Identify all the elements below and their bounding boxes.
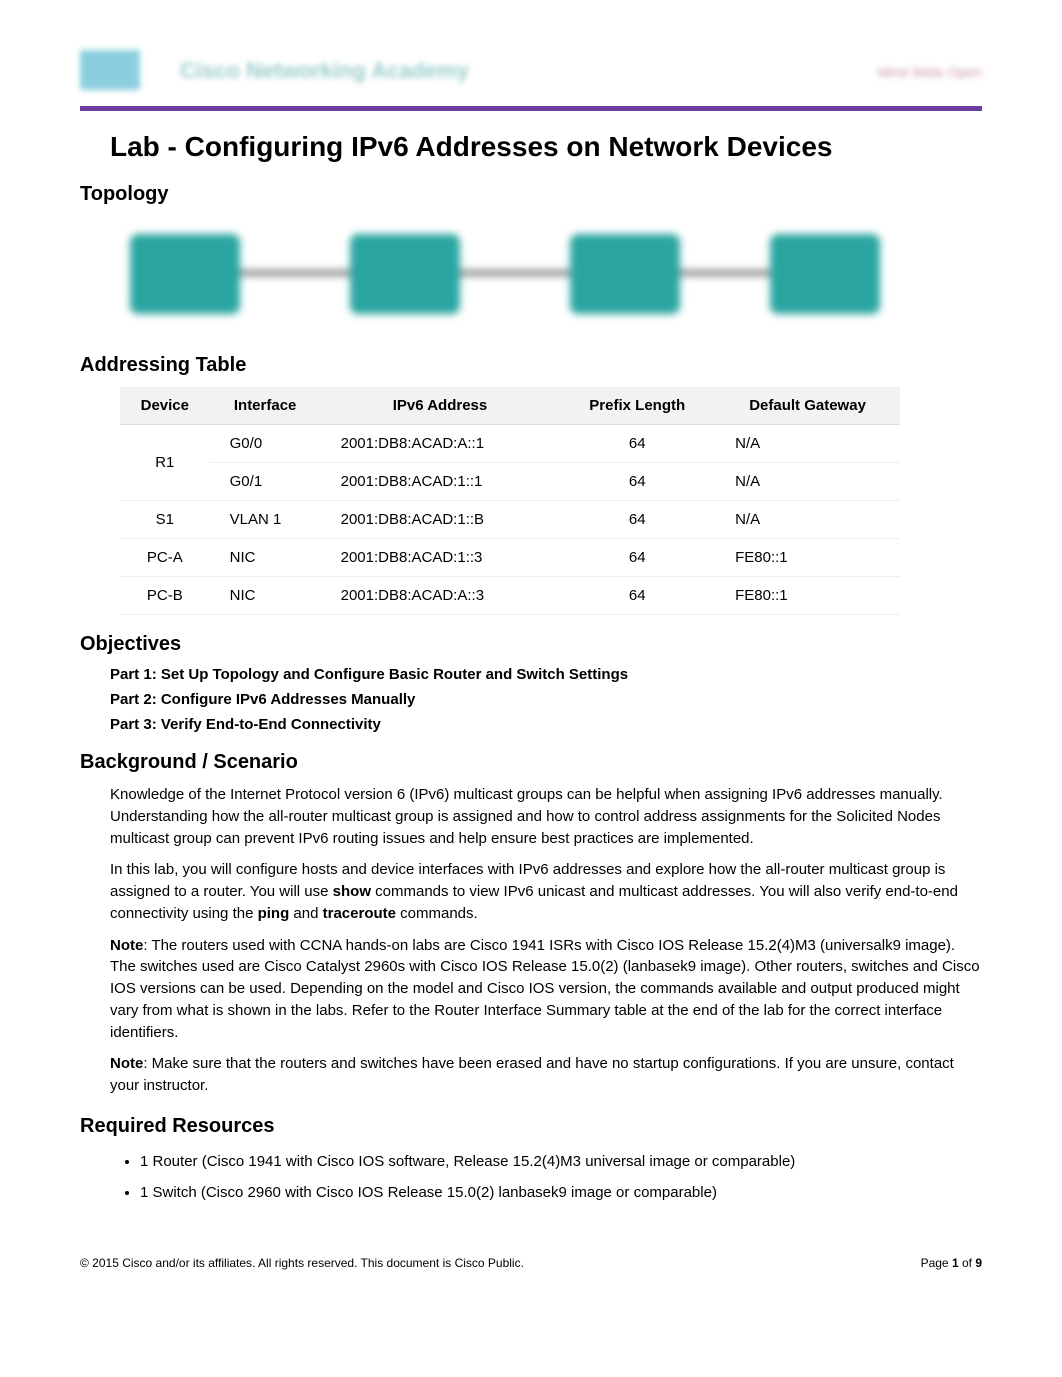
- cell-gw: FE80::1: [715, 539, 900, 577]
- addressing-table: Device Interface IPv6 Address Prefix Len…: [120, 387, 900, 615]
- cell-addr: 2001:DB8:ACAD:1::1: [321, 463, 560, 501]
- footer-page: Page 1 of 9: [921, 1256, 982, 1270]
- note-label: Note: [110, 937, 143, 954]
- resource-item: 1 Switch (Cisco 2960 with Cisco IOS Rele…: [140, 1179, 982, 1206]
- resources-list: 1 Router (Cisco 1941 with Cisco IOS soft…: [140, 1148, 982, 1206]
- footer-page-total: 9: [975, 1256, 982, 1270]
- footer-page-num: 1: [952, 1256, 959, 1270]
- page-footer: © 2015 Cisco and/or its affiliates. All …: [80, 1256, 982, 1270]
- cell-addr: 2001:DB8:ACAD:A::1: [321, 425, 560, 463]
- section-resources: Required Resources: [80, 1115, 982, 1138]
- topo-switch: [570, 234, 680, 314]
- topo-link-1: [240, 270, 350, 276]
- footer-page-b: of: [959, 1256, 976, 1270]
- table-row: PC-B NIC 2001:DB8:ACAD:A::3 64 FE80::1: [120, 577, 900, 615]
- background-p4: Note: Make sure that the routers and swi…: [110, 1053, 982, 1097]
- topo-pc-b: [130, 234, 240, 314]
- table-header-row: Device Interface IPv6 Address Prefix Len…: [120, 387, 900, 425]
- header-bar: Cisco Networking Academy Mind Wide Open: [80, 40, 982, 100]
- cell-prefix: 64: [559, 501, 715, 539]
- table-row: G0/1 2001:DB8:ACAD:1::1 64 N/A: [120, 463, 900, 501]
- cell-addr: 2001:DB8:ACAD:1::3: [321, 539, 560, 577]
- cell-prefix: 64: [559, 425, 715, 463]
- cell-device: PC-B: [120, 577, 210, 615]
- cell-iface: NIC: [210, 539, 321, 577]
- objectives-list: Part 1: Set Up Topology and Configure Ba…: [110, 666, 982, 733]
- cell-addr: 2001:DB8:ACAD:1::B: [321, 501, 560, 539]
- header-divider: [80, 106, 982, 111]
- cell-gw: N/A: [715, 501, 900, 539]
- table-row: PC-A NIC 2001:DB8:ACAD:1::3 64 FE80::1: [120, 539, 900, 577]
- bg-show: show: [333, 883, 371, 900]
- bg-p2-c: and: [289, 905, 322, 922]
- footer-copyright: © 2015 Cisco and/or its affiliates. All …: [80, 1256, 524, 1270]
- col-device: Device: [120, 387, 210, 425]
- cell-device: R1: [120, 425, 210, 501]
- bg-p2-d: commands.: [396, 905, 478, 922]
- col-prefix: Prefix Length: [559, 387, 715, 425]
- section-objectives: Objectives: [80, 633, 982, 656]
- topology-diagram: [120, 216, 880, 336]
- bg-ping: ping: [258, 905, 290, 922]
- note-label: Note: [110, 1055, 143, 1072]
- col-interface: Interface: [210, 387, 321, 425]
- cell-gw: FE80::1: [715, 577, 900, 615]
- cell-prefix: 64: [559, 577, 715, 615]
- header-right-text: Mind Wide Open: [878, 64, 982, 80]
- section-background: Background / Scenario: [80, 751, 982, 774]
- cell-prefix: 64: [559, 539, 715, 577]
- section-topology: Topology: [80, 183, 982, 206]
- objective-item: Part 2: Configure IPv6 Addresses Manuall…: [110, 691, 982, 708]
- col-ipv6: IPv6 Address: [321, 387, 560, 425]
- cell-prefix: 64: [559, 463, 715, 501]
- cell-iface: G0/0: [210, 425, 321, 463]
- cell-gw: N/A: [715, 463, 900, 501]
- background-p1: Knowledge of the Internet Protocol versi…: [110, 784, 982, 849]
- bg-traceroute: traceroute: [323, 905, 396, 922]
- topo-pc-a: [770, 234, 880, 314]
- topo-link-3: [680, 270, 770, 276]
- table-row: R1 G0/0 2001:DB8:ACAD:A::1 64 N/A: [120, 425, 900, 463]
- cell-addr: 2001:DB8:ACAD:A::3: [321, 577, 560, 615]
- cell-iface: NIC: [210, 577, 321, 615]
- objective-item: Part 3: Verify End-to-End Connectivity: [110, 716, 982, 733]
- resource-item: 1 Router (Cisco 1941 with Cisco IOS soft…: [140, 1148, 982, 1175]
- topo-link-2: [460, 270, 570, 276]
- header-center-text: Cisco Networking Academy: [180, 58, 469, 84]
- background-p3: Note: The routers used with CCNA hands-o…: [110, 935, 982, 1044]
- background-p2: In this lab, you will configure hosts an…: [110, 859, 982, 924]
- objective-item: Part 1: Set Up Topology and Configure Ba…: [110, 666, 982, 683]
- lab-title: Lab - Configuring IPv6 Addresses on Netw…: [110, 131, 982, 163]
- cisco-logo: [80, 50, 140, 90]
- bg-p4-text: : Make sure that the routers and switche…: [110, 1055, 954, 1094]
- bg-p3-text: : The routers used with CCNA hands-on la…: [110, 937, 980, 1041]
- section-addressing: Addressing Table: [80, 354, 982, 377]
- background-text: Knowledge of the Internet Protocol versi…: [110, 784, 982, 1097]
- topo-router: [350, 234, 460, 314]
- col-gateway: Default Gateway: [715, 387, 900, 425]
- cell-device: PC-A: [120, 539, 210, 577]
- cell-gw: N/A: [715, 425, 900, 463]
- cell-iface: G0/1: [210, 463, 321, 501]
- cell-device: S1: [120, 501, 210, 539]
- table-row: S1 VLAN 1 2001:DB8:ACAD:1::B 64 N/A: [120, 501, 900, 539]
- footer-page-a: Page: [921, 1256, 952, 1270]
- cell-iface: VLAN 1: [210, 501, 321, 539]
